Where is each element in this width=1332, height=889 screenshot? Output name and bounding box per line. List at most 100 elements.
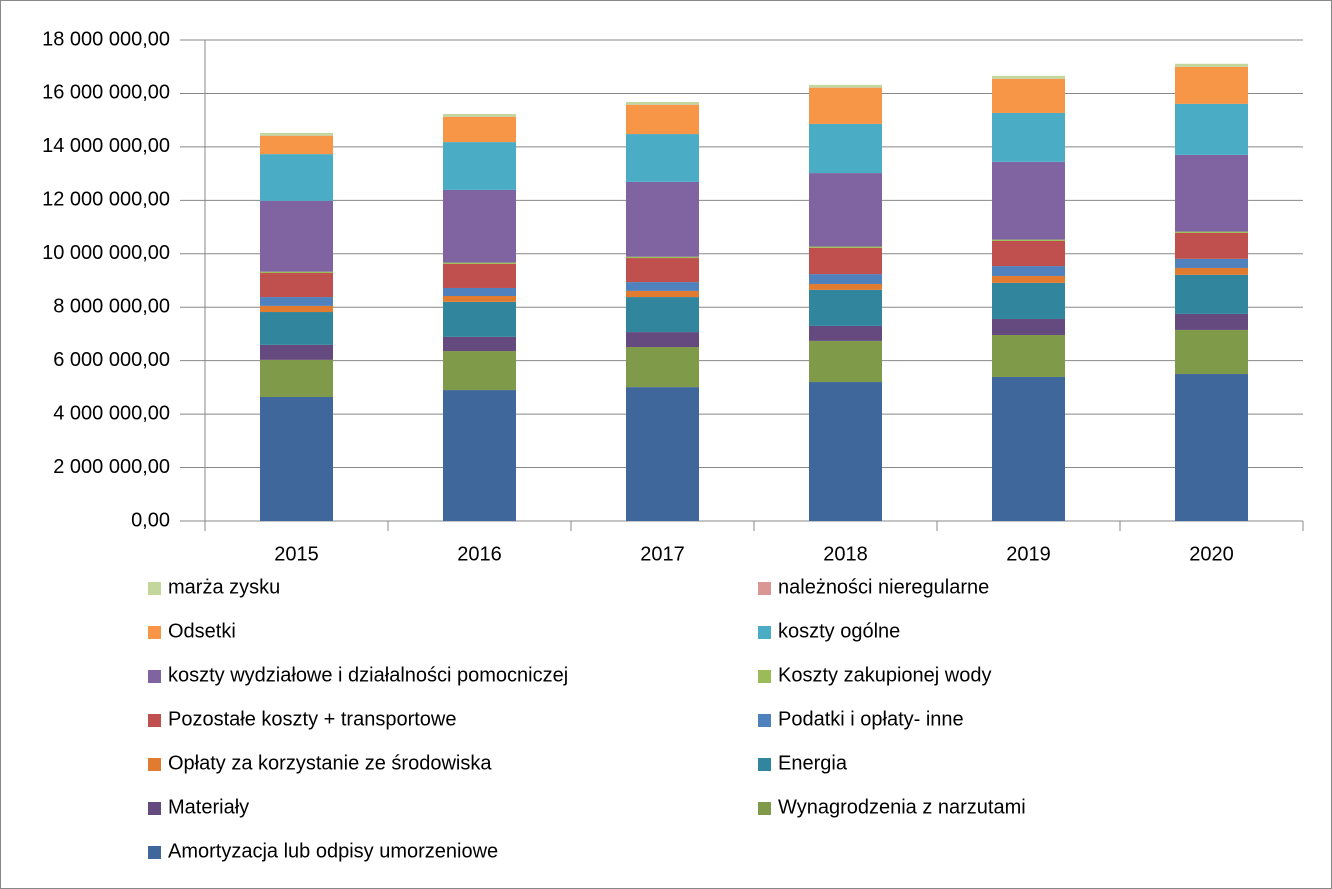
bar-segment — [626, 347, 699, 388]
legend-swatch — [148, 846, 161, 859]
bar-segment — [992, 335, 1065, 377]
bar-segment — [443, 351, 516, 391]
y-tick-label: 8 000 000,00 — [53, 296, 170, 318]
bar-segment — [443, 390, 516, 521]
bar-segment — [260, 359, 333, 398]
bar-segment — [992, 318, 1065, 336]
legend-label: Amortyzacja lub odpisy umorzeniowe — [168, 840, 498, 862]
bar-segment — [626, 256, 699, 259]
bar-segment — [260, 305, 333, 313]
legend-swatch — [758, 626, 771, 639]
bar-segment — [260, 297, 333, 306]
bar-segment — [992, 239, 1065, 241]
bar-segment — [626, 181, 699, 257]
bar-segment — [626, 297, 699, 333]
bar-segment — [992, 275, 1065, 283]
bar-segment — [1175, 329, 1248, 375]
legend-label: koszty wydziałowe i działalności pomocni… — [168, 664, 568, 686]
legend-label: Odsetki — [168, 620, 236, 642]
bar-segment — [626, 387, 699, 521]
legend-label: Podatki i opłaty- inne — [778, 708, 964, 730]
bar-segment — [443, 116, 516, 143]
legend-label: marża zysku — [168, 576, 280, 598]
legend-swatch — [758, 758, 771, 771]
bar-segment — [626, 134, 699, 182]
bar-segment — [992, 75, 1065, 79]
bar-segment — [443, 295, 516, 302]
x-tick-label: 2017 — [640, 543, 685, 565]
bar-segment — [1175, 63, 1248, 67]
bar-segment — [992, 112, 1065, 162]
bar-segment — [1175, 103, 1248, 155]
legend-label: Energia — [778, 752, 848, 774]
bar-segment — [626, 258, 699, 283]
y-tick-label: 10 000 000,00 — [42, 242, 170, 264]
bar-segment — [809, 289, 882, 326]
x-tick-label: 2019 — [1006, 543, 1051, 565]
legend-swatch — [758, 714, 771, 727]
bar-segment — [260, 397, 333, 521]
bar-segment — [809, 247, 882, 275]
bar-segment — [992, 376, 1065, 521]
bar-segment — [809, 87, 882, 124]
bar-segment — [809, 123, 882, 174]
bar-segment — [1175, 154, 1248, 232]
legend-swatch — [148, 670, 161, 683]
bar-segment — [443, 142, 516, 190]
bar-segment — [260, 344, 333, 360]
bar-segment — [626, 104, 699, 135]
bar-segment — [260, 154, 333, 201]
legend-swatch — [148, 626, 161, 639]
legend-label: Opłaty za korzystanie ze środowiska — [168, 752, 492, 774]
y-tick-label: 16 000 000,00 — [42, 82, 170, 104]
legend-label: Wynagrodzenia z narzutami — [778, 796, 1026, 818]
bar-segment — [809, 84, 882, 88]
bar-segment — [260, 200, 333, 272]
bar-segment — [992, 240, 1065, 267]
bar-segment — [1175, 313, 1248, 330]
legend-label: należności nieregularne — [778, 576, 989, 598]
bar-segment — [1175, 66, 1248, 104]
y-tick-label: 0,00 — [131, 509, 170, 531]
bar-segment — [1175, 267, 1248, 275]
x-tick-label: 2018 — [823, 543, 868, 565]
bar-segment — [1175, 231, 1248, 233]
bar-segment — [260, 273, 333, 298]
bar-segment — [443, 189, 516, 263]
bar-segment — [992, 161, 1065, 240]
bar-segment — [1175, 258, 1248, 268]
bar-segment — [260, 135, 333, 155]
bar-segment — [443, 287, 516, 296]
legend-swatch — [758, 670, 771, 683]
bar-segment — [809, 283, 882, 290]
bar-segment — [992, 266, 1065, 276]
y-tick-label: 14 000 000,00 — [42, 135, 170, 157]
bar-segment — [1175, 232, 1248, 259]
bar-segment — [443, 301, 516, 337]
y-tick-label: 18 000 000,00 — [42, 28, 170, 50]
legend-label: koszty ogólne — [778, 620, 900, 642]
x-tick-label: 2016 — [457, 543, 502, 565]
y-tick-label: 6 000 000,00 — [53, 349, 170, 371]
bar-segment — [1175, 274, 1248, 314]
bar-segment — [443, 262, 516, 264]
bar-segment — [809, 340, 882, 383]
legend-swatch — [148, 758, 161, 771]
bar-segment — [1175, 374, 1248, 521]
bar-segment — [443, 263, 516, 288]
legend-label: Materiały — [168, 796, 249, 818]
bar-segment — [443, 336, 516, 352]
legend-label: Pozostałe koszty + transportowe — [168, 708, 456, 730]
bar-segment — [992, 282, 1065, 319]
bar-segment — [443, 114, 516, 117]
legend-label: Koszty zakupionej wody — [778, 664, 991, 686]
bar-segment — [260, 132, 333, 136]
x-tick-label: 2020 — [1189, 543, 1234, 565]
bar-segment — [809, 274, 882, 284]
bar-segment — [260, 312, 333, 345]
bar-segment — [809, 246, 882, 248]
x-tick-label: 2015 — [274, 543, 319, 565]
legend-swatch — [758, 802, 771, 815]
bar-segment — [809, 325, 882, 341]
